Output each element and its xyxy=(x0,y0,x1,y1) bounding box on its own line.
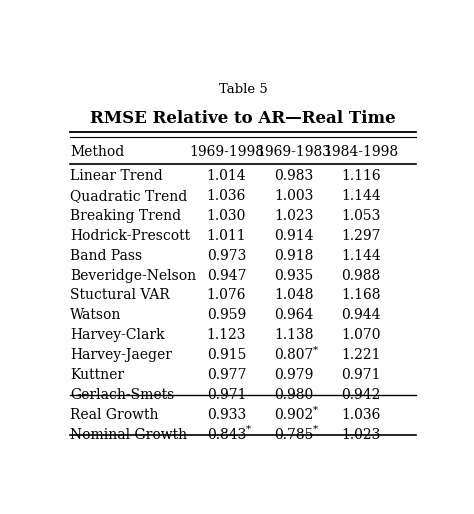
Text: Quadratic Trend: Quadratic Trend xyxy=(70,189,188,203)
Text: 1.036: 1.036 xyxy=(342,408,381,422)
Text: 1.030: 1.030 xyxy=(207,209,246,223)
Text: 0.944: 0.944 xyxy=(341,308,381,322)
Text: 0.977: 0.977 xyxy=(207,368,246,382)
Text: 1.036: 1.036 xyxy=(207,189,246,203)
Text: 0.971: 0.971 xyxy=(207,388,246,402)
Text: RMSE Relative to AR—Real Time: RMSE Relative to AR—Real Time xyxy=(90,111,396,127)
Text: 0.933: 0.933 xyxy=(207,408,246,422)
Text: Stuctural VAR: Stuctural VAR xyxy=(70,288,170,302)
Text: 0.918: 0.918 xyxy=(274,249,313,263)
Text: 0.902: 0.902 xyxy=(274,408,313,422)
Text: 1.076: 1.076 xyxy=(207,288,246,302)
Text: Kuttner: Kuttner xyxy=(70,368,124,382)
Text: 0.843: 0.843 xyxy=(207,428,246,442)
Text: Harvey-Jaeger: Harvey-Jaeger xyxy=(70,348,172,362)
Text: *: * xyxy=(246,425,251,434)
Text: 1.014: 1.014 xyxy=(207,169,246,183)
Text: 1.023: 1.023 xyxy=(342,428,381,442)
Text: 1.144: 1.144 xyxy=(341,249,381,263)
Text: 1.138: 1.138 xyxy=(274,328,313,342)
Text: 0.964: 0.964 xyxy=(274,308,313,322)
Text: 0.973: 0.973 xyxy=(207,249,246,263)
Text: 1.123: 1.123 xyxy=(207,328,246,342)
Text: 1969-1983: 1969-1983 xyxy=(256,145,331,159)
Text: 1.144: 1.144 xyxy=(341,189,381,203)
Text: 0.971: 0.971 xyxy=(341,368,381,382)
Text: 0.947: 0.947 xyxy=(207,268,246,283)
Text: *: * xyxy=(313,345,318,355)
Text: 0.935: 0.935 xyxy=(274,268,313,283)
Text: Hodrick-Prescott: Hodrick-Prescott xyxy=(70,229,191,243)
Text: 0.915: 0.915 xyxy=(207,348,246,362)
Text: 1.053: 1.053 xyxy=(342,209,381,223)
Text: Method: Method xyxy=(70,145,125,159)
Text: 0.785: 0.785 xyxy=(274,428,313,442)
Text: 1.116: 1.116 xyxy=(341,169,381,183)
Text: Watson: Watson xyxy=(70,308,122,322)
Text: Table 5: Table 5 xyxy=(219,83,267,97)
Text: 1.297: 1.297 xyxy=(341,229,381,243)
Text: Linear Trend: Linear Trend xyxy=(70,169,163,183)
Text: Nominal Growth: Nominal Growth xyxy=(70,428,187,442)
Text: 0.942: 0.942 xyxy=(342,388,381,402)
Text: 1.011: 1.011 xyxy=(207,229,246,243)
Text: 0.914: 0.914 xyxy=(274,229,313,243)
Text: Harvey-Clark: Harvey-Clark xyxy=(70,328,165,342)
Text: 1969-1998: 1969-1998 xyxy=(189,145,264,159)
Text: 0.979: 0.979 xyxy=(274,368,313,382)
Text: 0.980: 0.980 xyxy=(274,388,313,402)
Text: Band Pass: Band Pass xyxy=(70,249,142,263)
Text: 1.070: 1.070 xyxy=(341,328,381,342)
Text: 0.959: 0.959 xyxy=(207,308,246,322)
Text: 0.807: 0.807 xyxy=(274,348,313,362)
Text: Real Growth: Real Growth xyxy=(70,408,159,422)
Text: 1.048: 1.048 xyxy=(274,288,313,302)
Text: 0.988: 0.988 xyxy=(342,268,381,283)
Text: Gerlach-Smets: Gerlach-Smets xyxy=(70,388,174,402)
Text: 1.221: 1.221 xyxy=(341,348,381,362)
Text: Breaking Trend: Breaking Trend xyxy=(70,209,182,223)
Text: 1984-1998: 1984-1998 xyxy=(324,145,399,159)
Text: Beveridge-Nelson: Beveridge-Nelson xyxy=(70,268,196,283)
Text: 1.023: 1.023 xyxy=(274,209,313,223)
Text: 1.003: 1.003 xyxy=(274,189,313,203)
Text: 1.168: 1.168 xyxy=(341,288,381,302)
Text: *: * xyxy=(313,425,318,434)
Text: 0.983: 0.983 xyxy=(274,169,313,183)
Text: *: * xyxy=(313,405,318,414)
